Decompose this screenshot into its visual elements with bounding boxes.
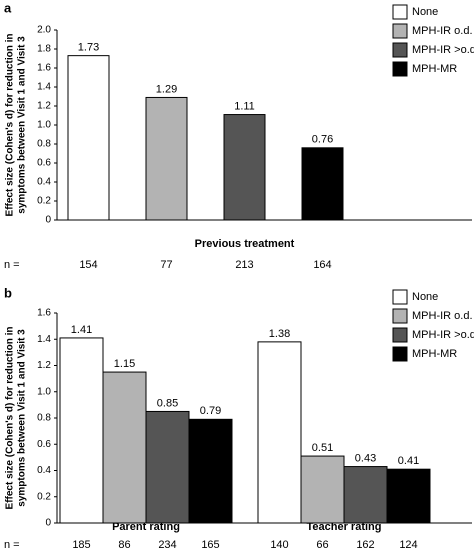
- panel-label: b: [4, 285, 12, 300]
- legend-label: MPH-IR >o.d.: [412, 329, 474, 341]
- y-tick-label: 1.4: [37, 82, 51, 93]
- y-tick-label: 0.2: [37, 196, 51, 207]
- y-tick-label: 2.0: [37, 25, 51, 36]
- n-value: 66: [316, 539, 328, 549]
- y-tick-label: 1.8: [37, 44, 51, 55]
- y-tick-label: 0: [45, 215, 51, 226]
- legend-swatch: [392, 289, 408, 305]
- legend-label: MPH-MR: [412, 63, 457, 75]
- value-label: 0.79: [200, 405, 221, 417]
- y-tick-label: 0.2: [37, 491, 51, 502]
- bar: [300, 455, 345, 524]
- y-tick-label: 1.0: [37, 120, 51, 131]
- n-label: n =: [4, 259, 20, 271]
- y-tick-label: 0: [45, 518, 51, 529]
- value-label: 1.41: [71, 324, 92, 336]
- bar: [145, 96, 188, 221]
- n-label: n =: [4, 539, 20, 549]
- n-value: 140: [270, 539, 288, 549]
- n-value: 162: [356, 539, 374, 549]
- bar: [188, 418, 233, 524]
- y-tick-label: 1.0: [37, 386, 51, 397]
- bar: [59, 337, 104, 524]
- legend-label: None: [412, 6, 438, 18]
- chart-panel: a Effect size (Cohen's d) for reduction i…: [4, 0, 474, 270]
- chart-panel: b Effect size (Cohen's d) for reduction i…: [4, 285, 474, 549]
- x-axis-label: Previous treatment: [195, 238, 295, 250]
- n-value: 164: [313, 259, 331, 271]
- value-label: 0.76: [312, 134, 333, 146]
- value-label: 1.38: [269, 328, 290, 340]
- y-axis-label: Effect size (Cohen's d) for reduction in: [5, 327, 16, 510]
- y-axis-label: symptoms between Visit 1 and Visit 3: [17, 36, 28, 214]
- legend-swatch: [392, 23, 408, 39]
- value-label: 1.73: [78, 42, 99, 54]
- legend-label: MPH-IR o.d.: [412, 25, 473, 37]
- legend-swatch: [392, 308, 408, 324]
- bar: [67, 55, 110, 221]
- y-tick-label: 0.6: [37, 439, 51, 450]
- y-tick-label: 0.6: [37, 158, 51, 169]
- value-label: 0.41: [398, 455, 419, 467]
- bar: [257, 341, 302, 524]
- category-label: Parent rating: [112, 521, 180, 533]
- legend-label: None: [412, 291, 438, 303]
- y-axis-label: symptoms between Visit 1 and Visit 3: [17, 329, 28, 507]
- value-label: 0.85: [157, 397, 178, 409]
- y-tick-label: 1.6: [37, 308, 51, 319]
- n-value: 213: [235, 259, 253, 271]
- n-value: 185: [72, 539, 90, 549]
- y-tick-label: 1.2: [37, 360, 51, 371]
- n-value: 124: [399, 539, 417, 549]
- value-label: 1.15: [114, 358, 135, 370]
- panel-label: a: [4, 0, 12, 15]
- bar: [386, 468, 431, 524]
- value-label: 0.43: [355, 452, 376, 464]
- legend-label: MPH-MR: [412, 348, 457, 360]
- y-tick-label: 0.8: [37, 139, 51, 150]
- y-tick-label: 0.8: [37, 413, 51, 424]
- y-tick-label: 1.4: [37, 334, 51, 345]
- legend-swatch: [392, 4, 408, 20]
- bar: [343, 466, 388, 524]
- value-label: 1.29: [156, 83, 177, 95]
- n-value: 86: [118, 539, 130, 549]
- y-tick-label: 0.4: [37, 177, 51, 188]
- n-value: 165: [201, 539, 219, 549]
- n-value: 154: [79, 259, 97, 271]
- y-tick-label: 1.2: [37, 101, 51, 112]
- legend-swatch: [392, 61, 408, 77]
- category-label: Teacher rating: [307, 521, 382, 533]
- value-label: 0.51: [312, 442, 333, 454]
- y-tick-label: 1.6: [37, 63, 51, 74]
- legend-label: MPH-IR >o.d.: [412, 44, 474, 56]
- bar: [145, 410, 190, 524]
- legend-swatch: [392, 327, 408, 343]
- bar: [301, 147, 344, 221]
- legend-swatch: [392, 346, 408, 362]
- legend-swatch: [392, 42, 408, 58]
- bar: [102, 371, 147, 524]
- legend-label: MPH-IR o.d.: [412, 310, 473, 322]
- n-value: 234: [158, 539, 176, 549]
- bar: [223, 114, 266, 221]
- y-axis-label: Effect size (Cohen's d) for reduction in: [5, 34, 16, 217]
- y-tick-label: 0.4: [37, 465, 51, 476]
- n-value: 77: [160, 259, 172, 271]
- value-label: 1.11: [234, 100, 255, 112]
